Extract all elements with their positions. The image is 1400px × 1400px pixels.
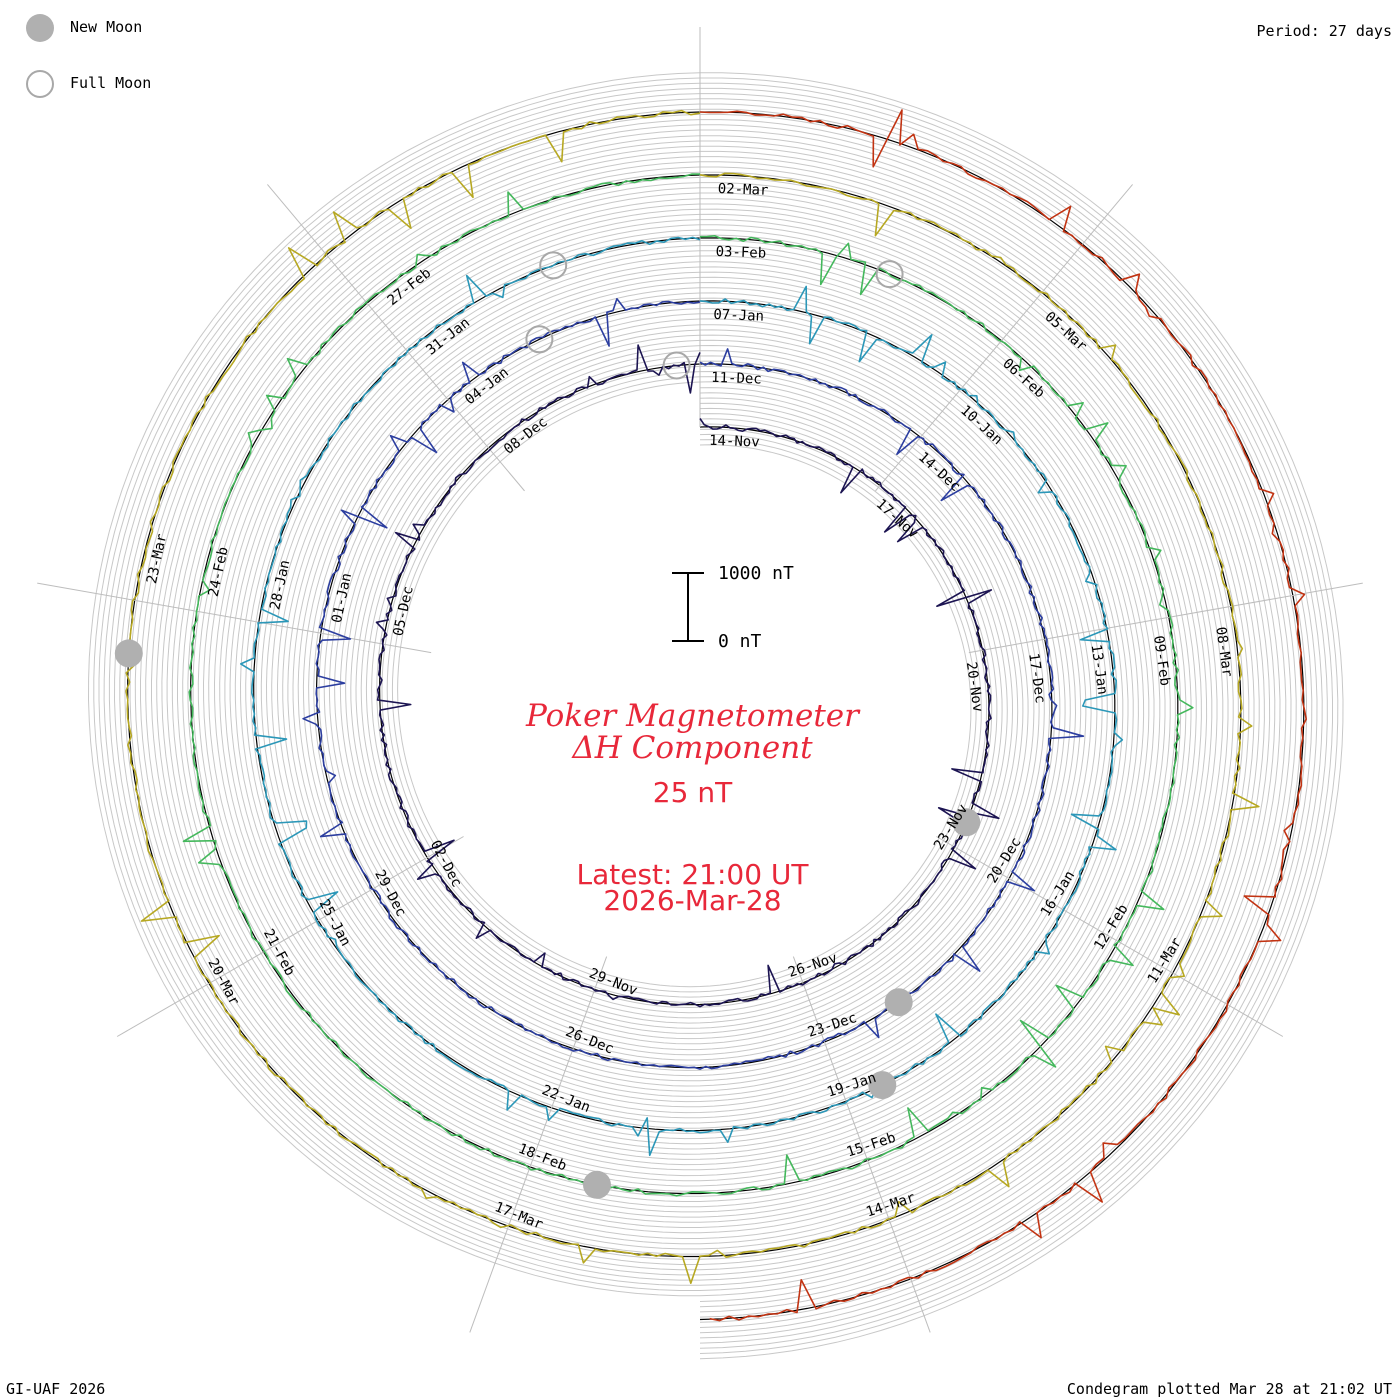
new-moon-marker bbox=[868, 1071, 897, 1100]
grid-ring bbox=[140, 124, 1292, 1308]
radial-day-line bbox=[116, 836, 464, 1037]
grid-ring bbox=[108, 93, 1323, 1339]
date-label: 11-Dec bbox=[711, 370, 762, 388]
grid-ring bbox=[98, 82, 1333, 1349]
full-moon-marker bbox=[539, 251, 568, 280]
full-moon-marker bbox=[875, 260, 904, 289]
date-label: 14-Nov bbox=[709, 433, 760, 451]
grid-ring bbox=[93, 77, 1339, 1354]
date-label: 08-Dec bbox=[501, 414, 551, 458]
grid-ring bbox=[124, 108, 1307, 1323]
grid-ring bbox=[113, 98, 1318, 1334]
rotation-trace-4 bbox=[125, 109, 1260, 1284]
chart-subtitle: ΔH Component bbox=[572, 730, 813, 766]
latest-date: 2026-Mar-28 bbox=[603, 884, 782, 917]
grid-ring bbox=[119, 103, 1313, 1328]
scale-top-label: 1000 nT bbox=[718, 563, 794, 584]
grid-layer bbox=[37, 27, 1363, 1360]
chart-title: Poker Magnetometer bbox=[526, 698, 859, 734]
full-moon-icon bbox=[26, 70, 54, 98]
new-moon-marker bbox=[114, 639, 143, 668]
radial-day-line bbox=[792, 956, 931, 1333]
moon-layer bbox=[114, 251, 981, 1199]
grid-ring bbox=[87, 72, 1344, 1360]
date-label: 13-Jan bbox=[1088, 643, 1111, 695]
new-moon-marker bbox=[583, 1170, 611, 1199]
grid-ring bbox=[103, 87, 1328, 1344]
full-moon-marker bbox=[662, 351, 691, 380]
radial-day-line bbox=[875, 184, 1133, 492]
radial-day-line bbox=[968, 582, 1363, 654]
date-label: 02-Mar bbox=[718, 181, 769, 199]
plotted-label: Condegram plotted Mar 28 at 21:02 UT bbox=[1066, 1380, 1392, 1398]
grid-ring bbox=[129, 113, 1302, 1318]
date-label: 09-Feb bbox=[1150, 635, 1173, 687]
date-label: 08-Mar bbox=[1212, 626, 1235, 678]
rotation-trace-5 bbox=[699, 109, 1307, 1322]
rotation-trace-2 bbox=[240, 236, 1124, 1157]
new-moon-marker bbox=[884, 988, 913, 1017]
radial-day-line bbox=[936, 836, 1284, 1037]
trace-layer bbox=[125, 109, 1307, 1322]
rotation-trace-0 bbox=[375, 344, 1000, 1008]
credit-label: GI-UAF 2026 bbox=[6, 1380, 106, 1398]
grid-ring bbox=[134, 119, 1297, 1313]
scale-bottom-label: 0 nT bbox=[718, 631, 762, 652]
date-label: 20-Nov bbox=[963, 661, 986, 713]
ring-spacing-label: 25 nT bbox=[652, 776, 733, 809]
grid-ring bbox=[145, 129, 1287, 1302]
radial-day-line bbox=[469, 956, 608, 1333]
date-label: 29-Nov bbox=[587, 965, 640, 999]
new-moon-icon bbox=[26, 14, 54, 42]
date-label: 03-Feb bbox=[715, 244, 766, 262]
full-moon-marker bbox=[525, 325, 554, 354]
latest-time: Latest: 21:00 UT bbox=[576, 858, 809, 891]
radial-day-line bbox=[267, 184, 525, 492]
full-moon-label: Full Moon bbox=[70, 74, 152, 92]
date-label: 17-Dec bbox=[1025, 652, 1048, 704]
new-moon-marker bbox=[952, 808, 981, 837]
rotation-trace-1 bbox=[302, 298, 1085, 1070]
radial-day-line bbox=[37, 582, 432, 654]
new-moon-label: New Moon bbox=[70, 18, 143, 36]
date-label: 07-Jan bbox=[713, 307, 764, 325]
rotation-trace-3 bbox=[182, 173, 1194, 1197]
period-label: Period: 27 days bbox=[1256, 22, 1392, 40]
